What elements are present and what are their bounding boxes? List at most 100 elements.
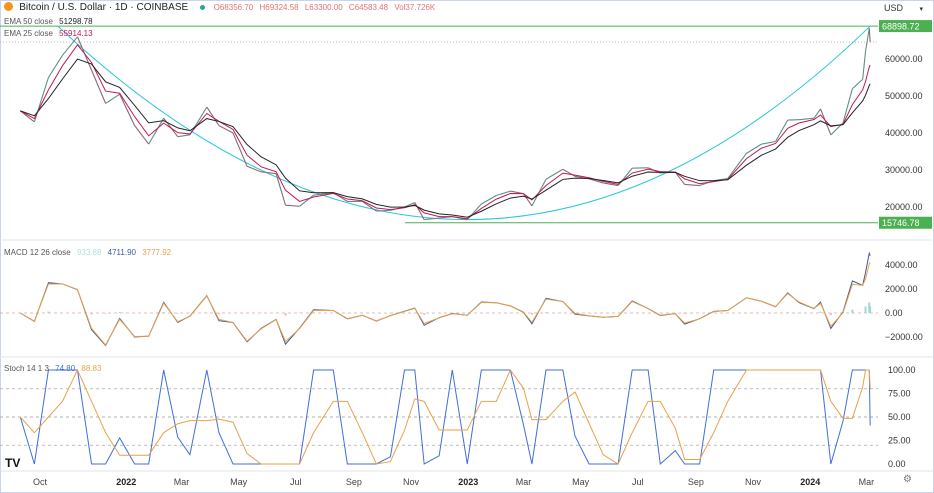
price-segment	[842, 88, 853, 124]
price-segment	[218, 125, 234, 134]
price-segment	[523, 193, 533, 207]
stoch-legend[interactable]: Stoch 14 1 3 74.80 88.83	[4, 364, 105, 373]
time-tick-label: Sep	[688, 477, 704, 487]
macd-legend[interactable]: MACD 12 26 close 933.88 4711.90 3777.92	[4, 248, 175, 257]
time-tick-label: 2023	[458, 477, 478, 487]
macd-label: MACD 12 26 close	[4, 248, 71, 257]
price-segment	[727, 153, 747, 179]
price-segment	[545, 168, 564, 180]
macd-tick-label: 4000.00	[885, 260, 918, 270]
price-segment	[299, 194, 314, 207]
ema25-legend[interactable]: EMA 25 close 55914.13	[4, 29, 97, 38]
macd-tick-label: 2000.00	[885, 284, 918, 294]
macd-histogram-bar	[683, 313, 686, 315]
ema50-label: EMA 50 close	[4, 17, 53, 26]
price-segment	[246, 165, 262, 173]
price-segment	[496, 190, 511, 197]
macd-tick-label: 0.00	[885, 308, 903, 318]
macd-histogram-bar	[786, 312, 789, 313]
macd-histogram-bar	[162, 312, 165, 313]
market-open-dot-icon	[200, 5, 206, 10]
macd-signal-value: 3777.92	[142, 248, 172, 257]
price-segment	[424, 217, 440, 221]
price-segment	[232, 132, 248, 167]
level-price-label: 15746.78	[882, 218, 920, 228]
ohlc-low: L63300.00	[304, 3, 343, 12]
settings-gear-icon[interactable]: ⚙	[903, 474, 912, 485]
price-segment	[746, 143, 762, 154]
time-tick-label: Nov	[745, 477, 762, 487]
price-tick-label: 30000.00	[885, 165, 923, 175]
time-tick-label: 2024	[800, 477, 820, 487]
price-segment	[148, 117, 165, 145]
stoch-label: Stoch 14 1 3	[4, 364, 49, 373]
macd-histogram-bar	[118, 312, 121, 313]
macd-histogram-bar	[47, 311, 50, 313]
symbol-title[interactable]: Bitcoin / U.S. Dollar · 1D · COINBASE	[19, 2, 189, 13]
ema25-line	[20, 44, 871, 220]
stoch-tick-label: 25.00	[888, 436, 911, 446]
price-segment	[62, 36, 78, 56]
price-segment	[414, 202, 425, 220]
price-segment	[862, 51, 867, 80]
stoch-k-line	[19, 369, 871, 466]
price-tick-label: 60000.00	[885, 54, 923, 64]
price-tick-label: 20000.00	[885, 202, 923, 212]
ema25-label: EMA 25 close	[4, 29, 53, 38]
macd-histogram-bar	[864, 306, 867, 313]
macd-histogram-bar	[869, 306, 872, 313]
macd-histogram-bar	[797, 313, 800, 314]
macd-histogram-bar	[544, 312, 547, 313]
currency-label: USD	[884, 3, 904, 13]
price-segment	[588, 178, 604, 184]
time-tick-label: Oct	[33, 477, 48, 487]
tradingview-logo[interactable]: TV	[5, 456, 21, 470]
bitcoin-icon	[4, 2, 13, 11]
price-segment	[275, 173, 287, 206]
price-segment	[852, 78, 864, 90]
ohlc-open: O68356.70	[213, 3, 254, 12]
stoch-tick-label: 75.00	[888, 389, 911, 399]
currency-selector[interactable]: USD ▾	[884, 3, 923, 13]
time-tick-label: Sep	[346, 477, 362, 487]
stoch-tick-label: 50.00	[888, 412, 911, 422]
price-tick-label: 40000.00	[885, 128, 923, 138]
macd-line	[20, 251, 871, 347]
level-price-badge	[879, 20, 932, 33]
price-segment	[684, 183, 700, 187]
time-tick-label: Jul	[290, 477, 302, 487]
ohlc-close: C64583.48	[348, 3, 389, 12]
price-segment	[813, 108, 821, 119]
time-tick-label: Jul	[632, 477, 644, 487]
ema50-value: 51298.78	[59, 17, 93, 26]
price-segment	[864, 28, 870, 52]
price-segment	[134, 125, 150, 145]
chevron-down-icon: ▾	[919, 6, 924, 13]
macd-histogram-bar	[217, 313, 220, 315]
parabolic-curve	[57, 25, 871, 221]
price-segment	[91, 69, 107, 104]
price-segment	[177, 134, 191, 138]
price-segment	[105, 93, 120, 104]
macd-histogram-bar	[631, 312, 634, 313]
time-tick-label: May	[572, 477, 590, 487]
macd-histogram-bar	[246, 313, 249, 314]
price-segment	[47, 55, 63, 78]
stoch-tick-label: 100.00	[888, 365, 916, 375]
time-tick-label: Mar	[859, 477, 875, 487]
macd-histogram-bar	[90, 313, 93, 315]
macd-histogram-bar	[829, 313, 832, 316]
ema50-legend[interactable]: EMA 50 close 51298.78	[4, 17, 97, 26]
ema50-line	[20, 58, 871, 218]
macd-hist-value: 933.88	[76, 248, 102, 257]
price-segment	[376, 209, 391, 212]
price-segment	[674, 171, 686, 185]
price-segment	[285, 204, 300, 207]
price-segment	[761, 140, 776, 145]
level-price-badge	[879, 216, 932, 229]
price-segment	[119, 93, 136, 126]
time-tick-label: Mar	[174, 477, 190, 487]
price-segment	[481, 195, 497, 205]
macd-tick-label: −2000.00	[885, 332, 923, 342]
